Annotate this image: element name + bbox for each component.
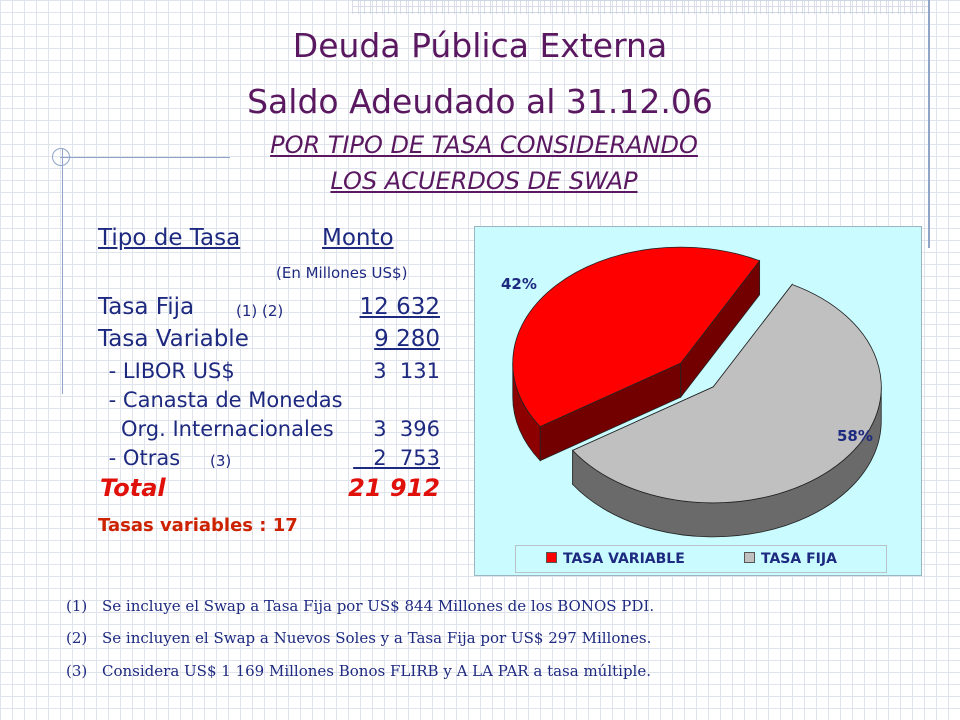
decorative-left-line xyxy=(62,148,63,394)
row-note-otras: (3) xyxy=(210,452,232,470)
footnote-2-number: (2) xyxy=(66,629,88,647)
column-header-monto: Monto xyxy=(322,225,394,251)
legend-item-tasa-fija: TASA FIJA xyxy=(744,550,837,568)
total-value: 21 912 xyxy=(348,474,440,502)
row-value-libor: 3 131 xyxy=(373,359,440,383)
pie-slice-face xyxy=(571,283,882,504)
legend-item-tasa-variable: TASA VARIABLE xyxy=(546,550,685,568)
total-label: Total xyxy=(100,474,166,502)
row-value-otras: 2 753 xyxy=(300,444,440,472)
row-label-org-internacionales: Org. Internacionales xyxy=(121,417,334,441)
row-value-org-internacionales: 3 396 xyxy=(373,417,440,441)
decorative-circle xyxy=(52,148,70,166)
footnote-1: (1) Se incluye el Swap a Tasa Fija por US… xyxy=(66,596,654,616)
legend-swatch-tasa-variable xyxy=(546,552,557,563)
pie-label-tasa-fija: 58% xyxy=(837,427,873,445)
tasas-variables-count: Tasas variables : 17 xyxy=(98,515,298,536)
footnote-2-text: Se incluyen el Swap a Nuevos Soles y a T… xyxy=(102,629,652,647)
row-label-tasa-variable: Tasa Variable xyxy=(98,326,249,352)
legend-label-tasa-fija: TASA FIJA xyxy=(761,551,837,567)
pie-chart xyxy=(512,246,882,538)
decorative-horizontal-line xyxy=(60,157,230,158)
pie-chart-area: 42% 58% TASA VARIABLE TASA FIJA xyxy=(474,226,922,576)
unit-label: (En Millones US$) xyxy=(276,264,408,282)
row-label-canasta: - Canasta de Monedas xyxy=(102,388,343,412)
column-header-tipo: Tipo de Tasa xyxy=(98,225,241,251)
row-label-libor: - LIBOR US$ xyxy=(102,359,235,383)
subtitle-line-2: LOS ACUERDOS DE SWAP xyxy=(330,167,638,195)
pie-label-tasa-variable: 42% xyxy=(501,275,537,293)
pie-slice-tasa-variable xyxy=(512,246,761,462)
pie-slice-face xyxy=(512,246,761,428)
row-note-tasa-fija: (1) (2) xyxy=(236,302,284,320)
footnote-2: (2) Se incluyen el Swap a Nuevos Soles y … xyxy=(66,628,651,648)
row-label-tasa-fija: Tasa Fija xyxy=(98,294,195,320)
pie-slice-tasa-fija xyxy=(571,283,882,538)
otras-value-text: 2 753 xyxy=(373,446,440,470)
decorative-vertical-line xyxy=(928,0,930,248)
row-value-tasa-variable: 9 280 xyxy=(374,326,440,352)
footnote-1-text: Se incluye el Swap a Tasa Fija por US$ 8… xyxy=(102,597,655,615)
footnote-3-text: Considera US$ 1 169 Millones Bonos FLIRB… xyxy=(102,662,651,680)
title-line-2: Saldo Adeudado al 31.12.06 xyxy=(247,82,713,121)
footnote-3: (3) Considera US$ 1 169 Millones Bonos FL… xyxy=(66,661,651,681)
decorative-band xyxy=(352,0,930,14)
footnote-3-number: (3) xyxy=(66,662,88,680)
footnote-1-number: (1) xyxy=(66,597,88,615)
row-label-otras: - Otras xyxy=(102,446,181,470)
subtitle-line-1: POR TIPO DE TASA CONSIDERANDO xyxy=(270,131,698,159)
title-line-1: Deuda Pública Externa xyxy=(292,26,668,65)
legend-label-tasa-variable: TASA VARIABLE xyxy=(563,551,685,567)
legend-swatch-tasa-fija xyxy=(744,552,755,563)
row-value-tasa-fija: 12 632 xyxy=(359,294,440,320)
chart-legend: TASA VARIABLE TASA FIJA xyxy=(515,545,887,573)
